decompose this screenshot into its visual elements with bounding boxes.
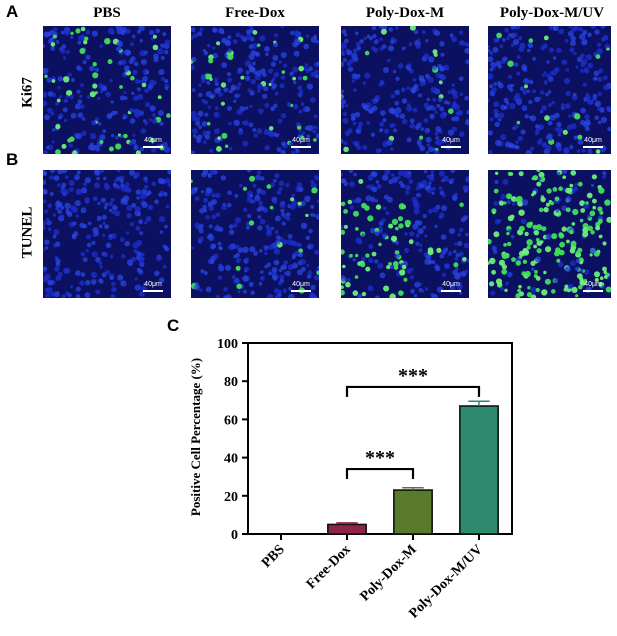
micrograph-tunel-poly-dox-m: 40μm <box>341 170 469 298</box>
y-tick-label: 0 <box>231 528 238 543</box>
scale-bar: 40μm <box>441 137 461 148</box>
scale-bar-label: 40μm <box>442 281 460 288</box>
scale-bar-line <box>441 290 461 292</box>
y-tick-label: 80 <box>224 375 238 390</box>
micrograph-tunel-pbs: 40μm <box>43 170 171 298</box>
significance-bracket <box>345 467 415 480</box>
significance-label: *** <box>398 365 428 387</box>
row-label-tunel: TUNEL <box>19 206 36 259</box>
micrograph-ki67-pbs: 40μm <box>43 26 171 154</box>
bar <box>327 523 367 535</box>
bar <box>459 405 499 535</box>
scale-bar-line <box>441 146 461 148</box>
column-title-pbs: PBS <box>93 5 121 21</box>
x-tick-label: PBS <box>259 542 288 571</box>
micrograph-tunel-free-dox: 40μm <box>191 170 319 298</box>
x-tick-label: Free-Dox <box>304 542 354 592</box>
scale-bar-label: 40μm <box>144 281 162 288</box>
scale-bar: 40μm <box>583 137 603 148</box>
x-tick-label: Poly-Dox-M <box>358 542 420 604</box>
scale-bar-label: 40μm <box>442 137 460 144</box>
micrograph-ki67-poly-dox-m-uv: 40μm <box>488 26 611 154</box>
scale-bar-line <box>583 146 603 148</box>
x-tick-label: Poly-Dox-M/UV <box>406 542 485 621</box>
panel-label-b: B <box>6 150 19 169</box>
scale-bar: 40μm <box>583 281 603 292</box>
scale-bar-label: 40μm <box>584 281 602 288</box>
micrograph-ki67-free-dox: 40μm <box>191 26 319 154</box>
y-tick-label: 100 <box>217 337 238 352</box>
column-title-poly-dox-m: Poly-Dox-M <box>365 5 445 21</box>
scale-bar-label: 40μm <box>292 137 310 144</box>
scale-bar-line <box>291 290 311 292</box>
scale-bar-label: 40μm <box>292 281 310 288</box>
scale-bar: 40μm <box>143 281 163 292</box>
significance-bracket <box>345 385 481 397</box>
significance-label: *** <box>365 447 395 469</box>
scale-bar: 40μm <box>291 281 311 292</box>
column-title-free-dox: Free-Dox <box>225 5 285 21</box>
bar <box>393 489 433 535</box>
y-axis-label: Positive Cell Percentage (%) <box>188 358 203 516</box>
micrograph-tunel-poly-dox-m-uv: 40μm <box>488 170 611 298</box>
scale-bar: 40μm <box>143 137 163 148</box>
panel-label-c: C <box>167 316 180 335</box>
scale-bar: 40μm <box>291 137 311 148</box>
column-title-poly-dox-m-uv: Poly-Dox-M/UV <box>499 5 605 21</box>
scale-bar: 40μm <box>441 281 461 292</box>
row-label-ki67: Ki67 <box>19 77 36 108</box>
y-tick-label: 20 <box>224 490 238 505</box>
scale-bar-line <box>143 290 163 292</box>
scale-bar-label: 40μm <box>144 137 162 144</box>
micrograph-ki67-poly-dox-m: 40μm <box>341 26 469 154</box>
y-tick-label: 60 <box>224 413 238 428</box>
scale-bar-line <box>291 146 311 148</box>
plot-frame <box>247 342 513 535</box>
scale-bar-line <box>143 146 163 148</box>
scale-bar-line <box>583 290 603 292</box>
panel-label-a: A <box>6 2 19 21</box>
scale-bar-label: 40μm <box>584 137 602 144</box>
y-tick-label: 40 <box>224 452 238 467</box>
